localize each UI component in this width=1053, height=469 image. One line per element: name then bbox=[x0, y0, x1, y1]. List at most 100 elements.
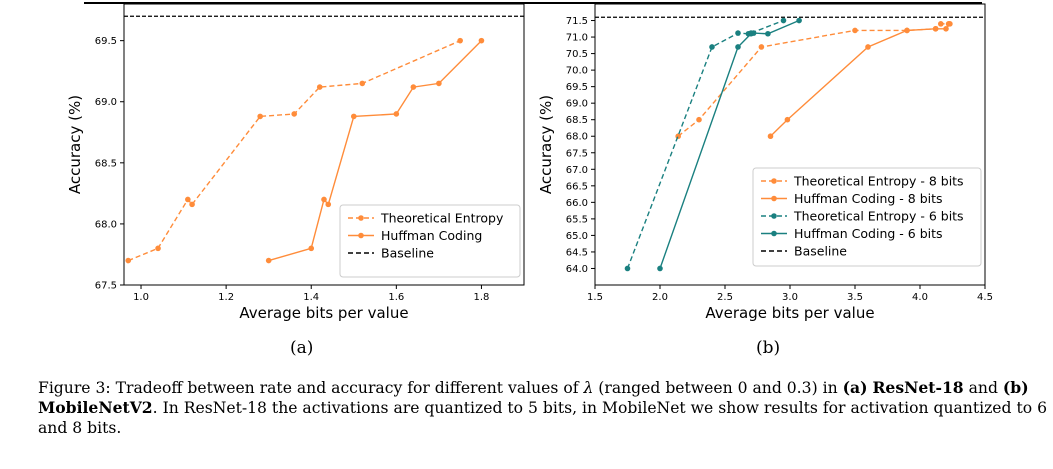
caption-b-name: MobileNetV2 bbox=[38, 398, 153, 417]
chart1-series-2-point bbox=[393, 111, 400, 117]
chart1-series-1-point bbox=[359, 80, 366, 87]
chart1-xtick-label: 1.6 bbox=[388, 292, 404, 303]
chart1-series-1-point bbox=[457, 37, 463, 44]
chart2-series-1-point bbox=[852, 27, 858, 34]
chart2-ytick-label: 70.0 bbox=[566, 66, 588, 77]
caption-suffix: . In ResNet-18 the activations are quant… bbox=[38, 399, 1048, 437]
chart2-ytick-label: 67.0 bbox=[566, 165, 588, 176]
caption-a-tag: (a) bbox=[842, 378, 868, 397]
chart2-series-2-point bbox=[947, 21, 953, 27]
caption-mid1: (ranged between 0 and 0.3) in bbox=[593, 379, 843, 397]
chart1-series-1-point bbox=[291, 111, 298, 117]
chart2-series-2-point bbox=[904, 27, 910, 34]
figure-canvas: 1.0 1.2 1.4 1.6 1.8 67.5 68.0 68.5 69.0 69.5 Avera… bbox=[66, 3, 993, 322]
chart2-legend-label-2: Huffman Coding - 8 bits bbox=[794, 191, 943, 206]
chart2-series-4-point bbox=[796, 17, 802, 24]
chart2-ytick-label: 66.5 bbox=[566, 181, 588, 192]
chart2-series-1-line bbox=[677, 23, 949, 137]
chart1-series-1-point bbox=[125, 257, 132, 264]
chart2-ytick-label: 70.5 bbox=[566, 49, 588, 60]
chart2-series-2-point bbox=[767, 133, 774, 140]
chart1-series-1-point bbox=[257, 113, 263, 120]
chart1-xtick-label: 1.2 bbox=[218, 292, 234, 303]
chart1-ytick-label: 68.5 bbox=[95, 158, 117, 169]
chart2-series-2-point bbox=[784, 116, 791, 123]
chart1-xtick-label: 1.4 bbox=[303, 292, 319, 303]
chart2-series-2-point bbox=[865, 44, 871, 50]
chart1-legend-label-2: Huffman Coding bbox=[381, 228, 482, 243]
chart2-ytick-label: 65.0 bbox=[566, 231, 588, 242]
chart2-xtick-label: 4.5 bbox=[977, 292, 993, 303]
chart1-legend-marker-1 bbox=[358, 215, 364, 221]
chart2-ytick-label: 66.0 bbox=[566, 198, 588, 209]
caption-a-name: ResNet-18 bbox=[872, 378, 964, 397]
chart1-legend-label-3: Baseline bbox=[381, 246, 434, 261]
chart2-series-3-point bbox=[624, 265, 631, 272]
chart2-xtick-label: 1.5 bbox=[587, 292, 603, 303]
chart2-xtick-label: 4.0 bbox=[912, 292, 928, 303]
chart2-series-4-point bbox=[735, 44, 741, 50]
chart2-ytick-label: 69.0 bbox=[566, 99, 588, 110]
chart2-xtick-label: 3.5 bbox=[847, 292, 863, 303]
chart1-legend-marker-2 bbox=[358, 232, 364, 239]
chart1-series-2-point bbox=[410, 84, 417, 90]
chart1-series-2-point bbox=[350, 113, 357, 120]
chart2-ytick-label: 65.5 bbox=[566, 214, 588, 225]
chart1-series-2-point bbox=[325, 201, 332, 208]
chart2-series-2-point bbox=[943, 25, 949, 32]
chart2-series-1-point bbox=[675, 133, 681, 140]
caption-lambda: λ bbox=[583, 379, 594, 397]
chart1-series-2-point bbox=[321, 196, 327, 203]
chart2-xtick-label: 2.5 bbox=[717, 292, 733, 303]
chart2-series-4-point bbox=[765, 30, 771, 37]
chart2-legend-label-4: Huffman Coding - 6 bits bbox=[794, 226, 943, 241]
chart2-series-1-point bbox=[696, 116, 702, 123]
chart1-xtick-label: 1.0 bbox=[133, 292, 149, 303]
chart2-ytick-label: 68.0 bbox=[566, 132, 588, 143]
caption-b-tag: (b) bbox=[1002, 378, 1029, 397]
top-rule bbox=[84, 2, 982, 4]
chart2-series-4-point bbox=[657, 265, 663, 272]
chart2-series-1-point bbox=[758, 44, 765, 50]
chart1-series-1-line bbox=[128, 40, 461, 262]
chart2-ytick-label: 64.0 bbox=[566, 264, 588, 275]
chart2-x-axis-label: Average bits per value bbox=[705, 304, 874, 322]
chart2-legend-label-1: Theoretical Entropy - 8 bits bbox=[793, 174, 964, 189]
chart1-series-1-point bbox=[189, 201, 195, 208]
chart1-series-1-point bbox=[185, 196, 191, 203]
subfigure-label-a: (a) bbox=[290, 338, 314, 358]
chart1-ytick-label: 68.0 bbox=[95, 219, 117, 230]
chart1-ytick-label: 67.5 bbox=[95, 281, 117, 292]
chart2-series-3-point bbox=[780, 17, 787, 24]
chart2-legend-marker-1 bbox=[771, 178, 777, 184]
chart2-series-2-point bbox=[932, 25, 939, 32]
chart1-series-2-point bbox=[265, 257, 272, 264]
chart1-ytick-label: 69.5 bbox=[95, 36, 117, 47]
chart2-xtick-label: 3.0 bbox=[782, 292, 798, 303]
chart2-ytick-label: 69.5 bbox=[566, 82, 588, 93]
chart2-legend-label-5: Baseline bbox=[794, 244, 847, 259]
chart2-legend-marker-2 bbox=[771, 195, 777, 202]
chart1-y-axis-label: Accuracy (%) bbox=[66, 95, 84, 194]
chart1-legend-box bbox=[339, 204, 521, 278]
chart1-legend-label-1: Theoretical Entropy bbox=[380, 211, 504, 226]
subfigure-label-b: (b) bbox=[756, 338, 781, 358]
chart2-legend-marker-3 bbox=[771, 213, 777, 219]
chart1-series-2-point bbox=[308, 245, 315, 252]
chart2-series-2-line bbox=[770, 23, 951, 137]
chart2-legend-box bbox=[752, 167, 982, 267]
chart2-legend-marker-4 bbox=[771, 230, 777, 237]
chart1-series-2-point bbox=[436, 80, 442, 87]
chart2-ytick-label: 64.5 bbox=[566, 247, 588, 258]
chart2-legend-label-3: Theoretical Entropy - 6 bits bbox=[793, 209, 964, 224]
chart2-y-axis-label: Accuracy (%) bbox=[537, 95, 555, 194]
chart2-ytick-label: 68.5 bbox=[566, 115, 588, 126]
chart2-xtick-label: 2.0 bbox=[652, 292, 668, 303]
chart1-x-axis-label: Average bits per value bbox=[239, 304, 408, 322]
chart1-series-2-point bbox=[478, 37, 485, 44]
caption-mid2: and bbox=[963, 379, 1003, 397]
chart1-plot-frame bbox=[123, 3, 525, 286]
chart2-series-3-point bbox=[709, 44, 715, 50]
chart1-ytick-label: 69.0 bbox=[95, 97, 117, 108]
chart2-ytick-label: 67.5 bbox=[566, 148, 588, 159]
